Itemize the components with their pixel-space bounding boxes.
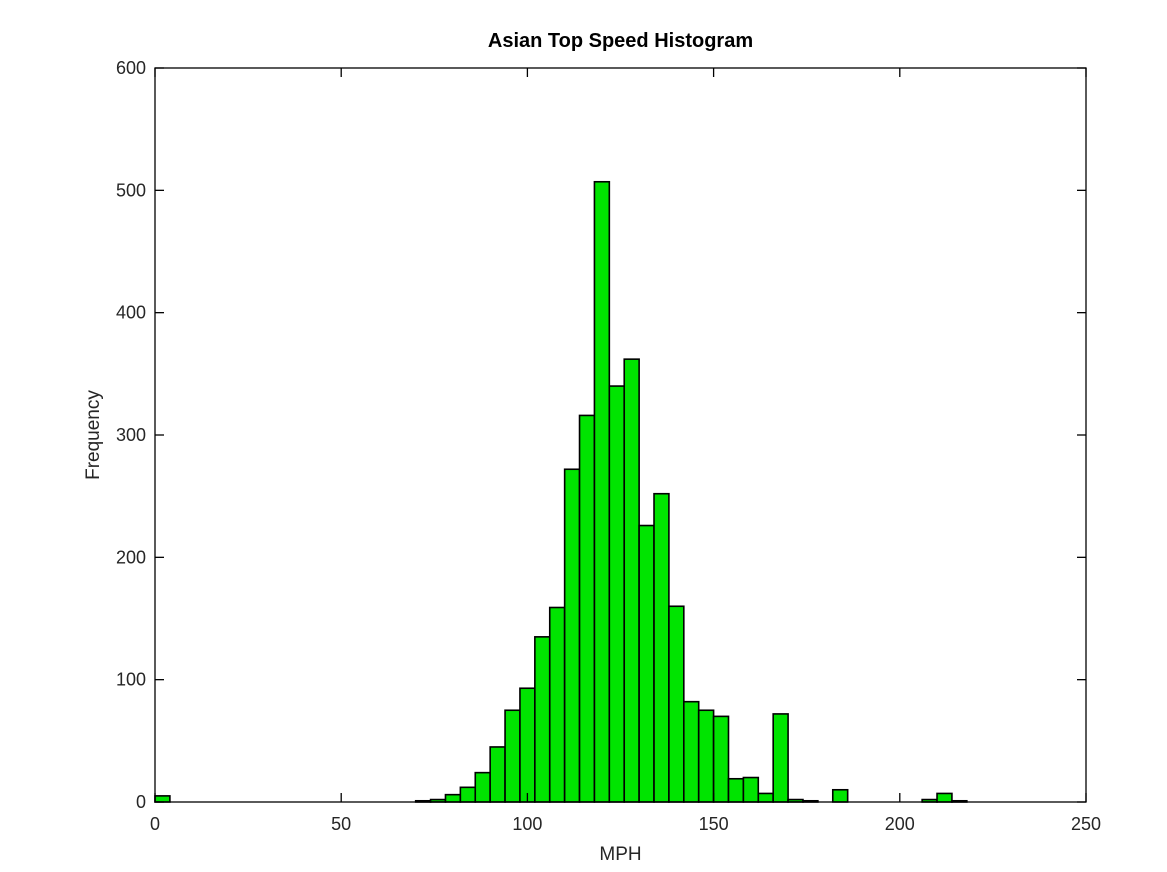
y-tick-label: 600 — [116, 58, 146, 78]
histogram-bar — [444, 793, 462, 803]
y-tick-label: 400 — [116, 303, 146, 323]
y-axis-label: Frequency — [83, 390, 104, 480]
bars-layer — [154, 180, 968, 803]
histogram-bar — [683, 700, 700, 803]
histogram-bar — [668, 605, 685, 803]
histogram-bar — [697, 709, 715, 803]
y-tick-label: 100 — [116, 670, 146, 690]
histogram-bar — [757, 792, 774, 803]
chart-title: Asian Top Speed Histogram — [488, 30, 753, 52]
y-tick-label: 0 — [136, 792, 146, 812]
histogram-bar — [534, 636, 551, 803]
x-tick-label: 200 — [885, 814, 915, 834]
histogram-bar — [936, 792, 953, 803]
y-tick-label: 300 — [116, 425, 146, 445]
histogram-bar — [578, 414, 596, 803]
histogram-bar — [608, 385, 626, 803]
histogram-bar — [548, 606, 566, 803]
x-tick-label: 0 — [150, 814, 160, 834]
histogram-bar — [593, 180, 611, 803]
histogram-bar — [727, 777, 745, 803]
histogram-bar — [154, 795, 171, 803]
histogram-bar — [563, 468, 581, 803]
x-tick-label: 100 — [512, 814, 542, 834]
x-tick-label: 50 — [331, 814, 351, 834]
histogram-bar — [504, 709, 521, 803]
histogram-bar — [638, 524, 655, 803]
y-tick-label: 500 — [116, 180, 146, 200]
ticks-layer: 0 50 100 150 200 250 0 100 200 300 400 500 600 — [116, 58, 1101, 834]
histogram-bar — [459, 786, 477, 803]
histogram-bar — [712, 715, 730, 803]
x-tick-label: 250 — [1071, 814, 1101, 834]
histogram-bar — [831, 788, 849, 803]
histogram-bar — [742, 776, 760, 803]
histogram-bar — [653, 492, 670, 803]
histogram-bar — [489, 746, 506, 803]
histogram-bar — [474, 771, 491, 803]
histogram-bar — [519, 687, 536, 803]
x-axis-label: MPH — [599, 844, 641, 865]
histogram-bar — [772, 713, 789, 803]
x-tick-label: 150 — [699, 814, 729, 834]
histogram-bar — [623, 358, 640, 803]
y-tick-label: 200 — [116, 547, 146, 567]
